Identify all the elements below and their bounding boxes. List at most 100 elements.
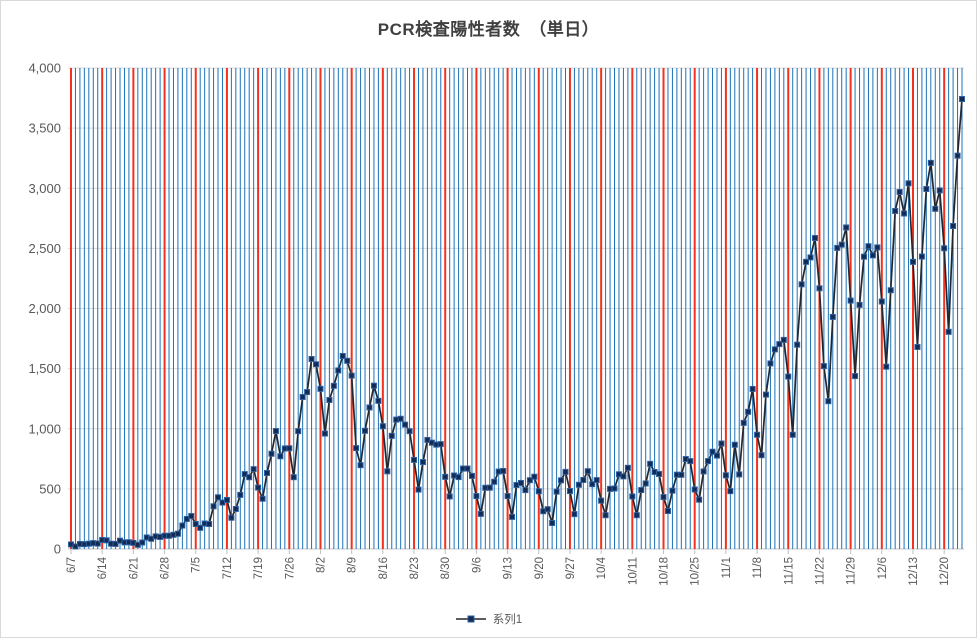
data-point-marker [638,487,645,494]
data-point-marker [419,459,426,466]
data-point-marker [856,301,863,308]
data-point-marker [892,207,899,214]
data-point-marker [598,497,605,504]
x-axis-tick-label: 7/12 [222,557,234,579]
data-point-marker [112,540,119,547]
x-axis-tick-label: 7/26 [284,557,296,579]
data-point-marker [727,488,734,495]
y-axis-tick-label: 4,000 [28,61,61,76]
y-axis-tick-labels: 0 500 1,000 1,500 2,000 2,500 3,000 3,500 4,000 [28,61,61,557]
data-point-marker [295,428,302,435]
data-point-marker [811,235,818,242]
data-point-marker [754,431,761,438]
x-axis-tick-label: 11/15 [783,557,795,585]
data-point-marker [825,398,832,405]
data-point-marker [562,468,569,475]
data-point-marker [215,494,222,501]
data-point-marker [304,389,311,396]
data-point-marker [553,488,560,495]
y-axis-tick-label: 2,000 [28,301,61,316]
x-axis-tick-label: 7/19 [253,557,265,579]
data-point-marker [192,520,199,527]
data-point-marker [575,481,582,488]
data-point-marker [584,468,591,475]
data-point-marker [388,432,395,439]
x-axis-tick-label: 8/16 [378,557,390,579]
x-axis-tick-label: 10/4 [596,556,608,579]
data-point-marker [731,441,738,448]
data-point-marker [691,486,698,493]
data-point-marker [771,346,778,353]
data-point-marker [883,363,890,370]
data-point-marker [571,511,578,518]
data-point-marker [789,431,796,438]
legend: 系列1 [1,611,976,627]
data-point-marker [642,480,649,487]
y-axis-tick-label: 3,000 [28,181,61,196]
data-point-marker [313,361,320,368]
data-point-marker [473,493,480,500]
x-axis-tick-label: 8/23 [409,557,421,579]
data-point-marker [272,428,279,435]
x-axis-tick-label: 12/13 [908,557,920,586]
data-point-marker [816,285,823,292]
y-axis-tick-label: 1,500 [28,361,61,376]
data-point-marker [593,477,600,484]
data-point-marker [321,430,328,437]
data-point-marker [94,540,101,547]
x-axis-tick-label: 12/20 [939,557,951,586]
data-point-marker [210,503,217,510]
x-axis-tick-label: 8/30 [440,557,452,579]
data-point-marker [722,472,729,479]
data-point-marker [838,241,845,248]
data-point-marker [384,468,391,475]
data-point-marker [500,467,507,474]
data-point-marker [411,456,418,463]
x-axis-tick-label: 9/6 [471,557,483,573]
x-axis-tick-label: 8/2 [315,557,327,573]
y-axis-tick-label: 0 [54,542,61,557]
data-point-marker [188,513,195,520]
data-point-marker [767,360,774,367]
data-point-marker [268,450,275,457]
data-point-marker [807,254,814,261]
data-point-marker [228,514,235,521]
data-point-marker [544,506,551,513]
x-axis-tick-labels: 6/7 6/14 6/21 6/28 7/5 7/12 7/19 7/26 8/2 8/9 8/16… [66,556,951,585]
data-point-marker [531,473,538,480]
x-axis-tick-label: 9/27 [565,557,577,579]
x-axis-tick-label: 7/5 [191,557,203,573]
data-point-marker [923,185,930,192]
data-point-marker [526,477,533,484]
data-point-marker [905,180,912,187]
data-point-marker [709,448,716,455]
x-axis-tick-label: 9/20 [534,557,546,579]
data-point-marker [700,468,707,475]
data-point-marker [241,471,248,478]
data-point-marker [286,445,293,452]
data-point-marker [477,510,484,517]
data-point-marker [718,440,725,447]
data-point-marker [834,244,841,251]
data-point-marker [745,408,752,415]
data-point-marker [829,313,836,320]
data-point-marker [308,356,315,362]
data-point-marker [687,458,694,465]
data-point-marker [959,96,965,103]
x-axis-tick-label: 6/14 [97,556,109,579]
y-axis-tick-label: 3,500 [28,121,61,136]
chart-title: PCR検査陽性者数 （単日） [377,20,600,39]
data-point-marker [455,474,462,481]
x-axis-tick-label: 11/8 [752,557,764,579]
data-point-marker [941,245,948,252]
data-point-marker [330,382,337,389]
data-point-marker [197,524,204,531]
data-point-marker [237,491,244,498]
data-point-marker [624,464,631,471]
data-point-marker [847,297,854,304]
data-point-marker [602,512,609,519]
data-point-marker [945,328,952,335]
data-point-marker [317,385,324,392]
